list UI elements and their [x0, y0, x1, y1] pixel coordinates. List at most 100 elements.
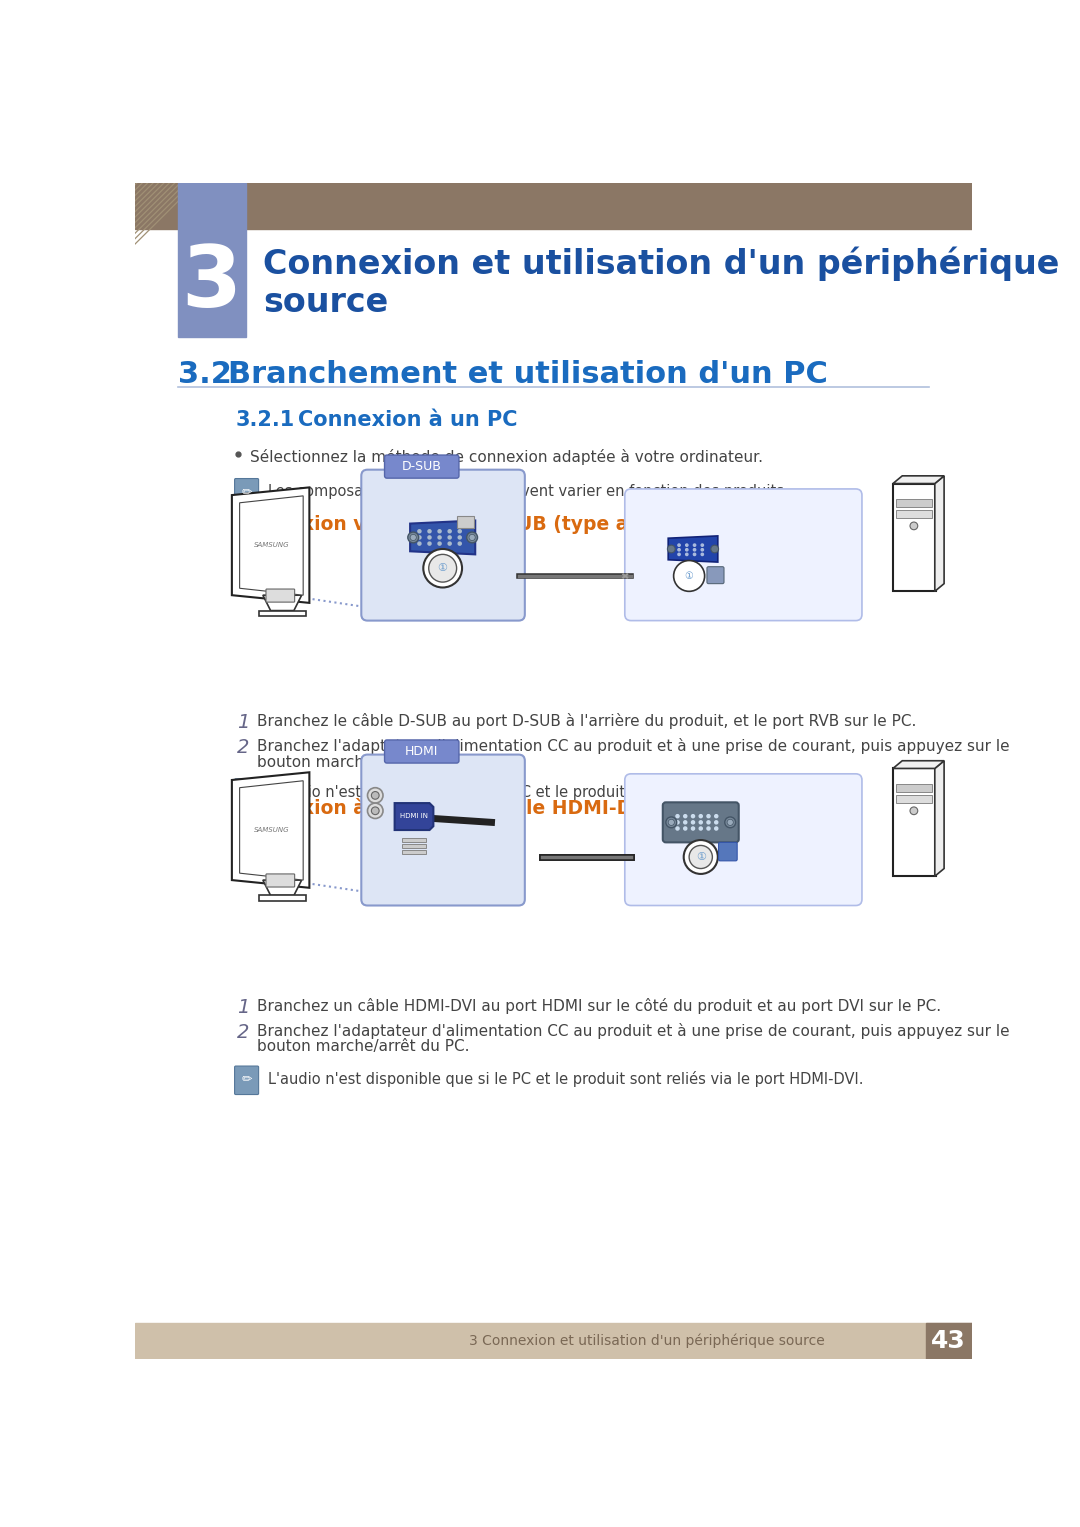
Circle shape	[725, 817, 735, 828]
FancyBboxPatch shape	[234, 779, 258, 808]
FancyBboxPatch shape	[266, 589, 295, 602]
Text: HDMI: HDMI	[405, 745, 438, 757]
Circle shape	[467, 531, 477, 542]
Bar	[403, 838, 426, 841]
Text: 43: 43	[931, 1328, 967, 1353]
Circle shape	[469, 534, 475, 541]
Circle shape	[715, 814, 718, 818]
Circle shape	[428, 542, 431, 545]
Bar	[135, 183, 972, 229]
Bar	[135, 229, 972, 383]
Circle shape	[693, 548, 696, 551]
FancyBboxPatch shape	[266, 873, 295, 887]
Text: 2: 2	[238, 1023, 249, 1041]
Text: 1: 1	[238, 713, 249, 731]
Polygon shape	[262, 880, 301, 895]
Circle shape	[684, 828, 687, 831]
Circle shape	[676, 828, 679, 831]
Bar	[896, 796, 932, 803]
Circle shape	[693, 553, 696, 556]
Text: 1: 1	[238, 999, 249, 1017]
Circle shape	[699, 828, 702, 831]
Text: D-SUB: D-SUB	[402, 460, 442, 473]
Text: Branchez l'adaptateur d'alimentation CC au produit et à une prise de courant, pu: Branchez l'adaptateur d'alimentation CC …	[257, 738, 1010, 754]
Polygon shape	[240, 496, 303, 596]
Polygon shape	[935, 760, 944, 876]
Circle shape	[666, 817, 677, 828]
Circle shape	[699, 822, 702, 825]
Text: Branchez l'adaptateur d'alimentation CC au produit et à une prise de courant, pu: Branchez l'adaptateur d'alimentation CC …	[257, 1023, 1010, 1038]
Text: Branchez le câble D-SUB au port D-SUB à l'arrière du produit, et le port RVB sur: Branchez le câble D-SUB au port D-SUB à …	[257, 713, 917, 728]
Circle shape	[676, 814, 679, 818]
Text: 3.2: 3.2	[177, 360, 231, 389]
Text: HDMI IN: HDMI IN	[400, 814, 428, 818]
Bar	[896, 510, 932, 518]
Text: L'audio n'est disponible que si le PC et le produit sont reliés via le port D-SU: L'audio n'est disponible que si le PC et…	[268, 783, 841, 800]
Circle shape	[372, 806, 379, 814]
Circle shape	[707, 814, 710, 818]
Circle shape	[669, 820, 674, 826]
Bar	[893, 768, 935, 876]
Circle shape	[408, 531, 419, 542]
FancyBboxPatch shape	[663, 802, 739, 843]
Circle shape	[438, 530, 441, 533]
Circle shape	[684, 840, 718, 873]
Polygon shape	[935, 476, 944, 591]
Circle shape	[410, 534, 416, 541]
Bar	[896, 783, 932, 791]
Circle shape	[448, 530, 451, 533]
Polygon shape	[893, 760, 944, 768]
Circle shape	[678, 553, 680, 556]
Circle shape	[418, 530, 421, 533]
Circle shape	[689, 846, 713, 869]
Polygon shape	[232, 773, 309, 887]
Text: ①: ①	[437, 563, 448, 573]
Text: Connexion via le câble D-SUB (type analogique): Connexion via le câble D-SUB (type analo…	[235, 515, 742, 534]
Text: Connexion et utilisation d'un périphérique: Connexion et utilisation d'un périphériq…	[262, 247, 1059, 281]
FancyBboxPatch shape	[625, 774, 862, 906]
FancyBboxPatch shape	[234, 1066, 258, 1095]
Circle shape	[448, 542, 451, 545]
Circle shape	[707, 822, 710, 825]
Circle shape	[448, 536, 451, 539]
Text: Branchement et utilisation d'un PC: Branchement et utilisation d'un PC	[228, 360, 828, 389]
Text: Les composants de connexion peuvent varier en fonction des produits.: Les composants de connexion peuvent vari…	[268, 484, 789, 498]
Bar	[893, 484, 935, 591]
Circle shape	[715, 822, 718, 825]
Text: ✏: ✏	[241, 1073, 252, 1087]
Circle shape	[711, 545, 718, 553]
Circle shape	[693, 544, 696, 547]
Bar	[135, 1322, 972, 1359]
Bar	[403, 851, 426, 854]
Text: Branchez un câble HDMI-DVI au port HDMI sur le côté du produit et au port DVI su: Branchez un câble HDMI-DVI au port HDMI …	[257, 999, 942, 1014]
Circle shape	[727, 820, 733, 826]
Circle shape	[423, 550, 462, 588]
Polygon shape	[259, 611, 306, 615]
Circle shape	[458, 530, 461, 533]
FancyBboxPatch shape	[625, 489, 862, 620]
Circle shape	[428, 530, 431, 533]
Circle shape	[438, 542, 441, 545]
Circle shape	[699, 814, 702, 818]
Text: 3: 3	[181, 241, 242, 325]
Bar	[457, 516, 474, 528]
Bar	[896, 499, 932, 507]
FancyBboxPatch shape	[384, 741, 459, 764]
Circle shape	[458, 542, 461, 545]
Circle shape	[715, 828, 718, 831]
Circle shape	[428, 536, 431, 539]
Circle shape	[910, 806, 918, 814]
Text: bouton marche/arrêt du PC.: bouton marche/arrêt du PC.	[257, 754, 470, 770]
Text: ①: ①	[696, 852, 705, 861]
Text: Sélectionnez la méthode de connexion adaptée à votre ordinateur.: Sélectionnez la méthode de connexion ada…	[249, 449, 762, 464]
Circle shape	[678, 544, 680, 547]
Bar	[135, 337, 972, 1322]
Circle shape	[667, 545, 675, 553]
Circle shape	[429, 554, 457, 582]
Text: 3.2.1: 3.2.1	[235, 411, 295, 431]
Circle shape	[691, 822, 694, 825]
Circle shape	[686, 548, 688, 551]
FancyBboxPatch shape	[362, 470, 525, 620]
Circle shape	[691, 828, 694, 831]
Circle shape	[686, 553, 688, 556]
